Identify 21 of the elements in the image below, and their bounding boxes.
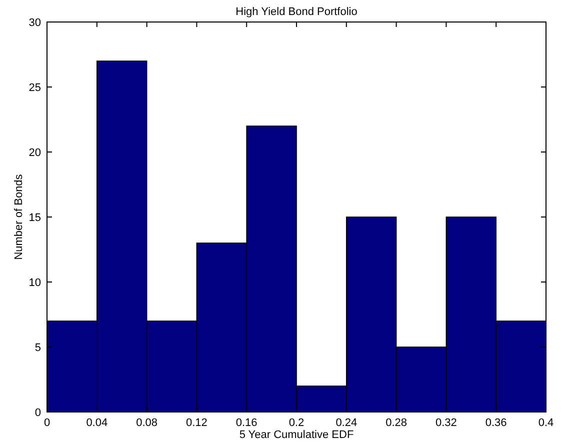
x-tick-label: 0.28 [386, 417, 408, 429]
x-tick-label: 0.4 [538, 417, 554, 429]
x-tick-label: 0.24 [336, 417, 358, 429]
y-tick-label: 0 [34, 407, 41, 419]
x-tick-label: 0.32 [435, 417, 457, 429]
x-tick-label: 0.08 [136, 417, 158, 429]
x-tick-label: 0.12 [186, 417, 208, 429]
x-tick-label: 0.2 [288, 417, 304, 429]
x-tick-label: 0 [44, 417, 50, 429]
x-tick-label: 0.04 [86, 417, 108, 429]
y-tick-label: 15 [28, 212, 41, 224]
chart-title: High Yield Bond Portfolio [236, 6, 358, 18]
x-tick-label: 0.36 [485, 417, 507, 429]
y-tick-label: 5 [34, 342, 41, 354]
y-tick-label: 25 [28, 82, 41, 94]
y-tick-label: 20 [28, 147, 41, 159]
x-axis-title: 5 Year Cumulative EDF [239, 429, 354, 441]
y-tick-label: 30 [28, 17, 41, 29]
y-tick-label: 10 [28, 277, 41, 289]
y-axis-title: Number of Bonds [13, 174, 25, 260]
x-tick-label: 0.16 [236, 417, 258, 429]
